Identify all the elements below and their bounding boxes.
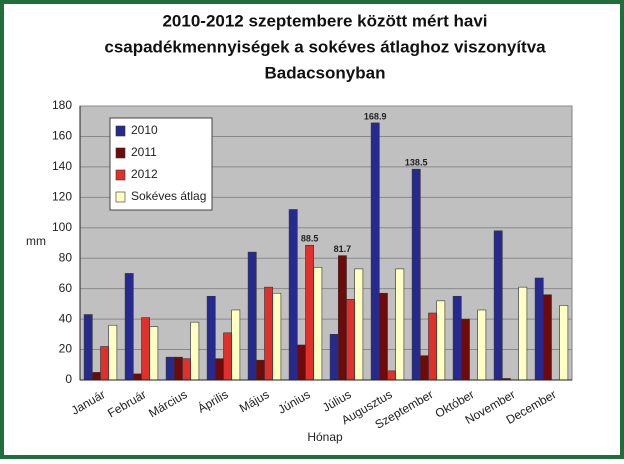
- bar: [247, 251, 257, 381]
- bar: [231, 309, 241, 381]
- x-axis-label: Hónap: [307, 430, 343, 444]
- y-tick-label: 20: [59, 342, 73, 356]
- bar: [436, 300, 446, 381]
- bar: [174, 356, 183, 381]
- bar: [419, 355, 429, 381]
- y-tick-label: 0: [65, 372, 72, 386]
- legend-label: 2011: [131, 145, 157, 159]
- bar: [83, 314, 93, 381]
- bar: [387, 370, 396, 381]
- bar: [165, 356, 175, 381]
- y-tick-label: 160: [52, 129, 72, 143]
- bar: [141, 317, 150, 381]
- bar: [559, 305, 569, 381]
- bar: [337, 255, 347, 381]
- bar: [100, 346, 109, 381]
- chart-title: csapadékmennyiségek a sokéves átlaghoz v…: [104, 37, 546, 56]
- bar: [313, 267, 323, 381]
- bar: [296, 344, 306, 381]
- bar: [223, 332, 232, 381]
- bar: [182, 358, 191, 381]
- legend-swatch: [115, 191, 126, 203]
- chart-title: 2010-2012 szeptembere között mért havi: [162, 11, 487, 30]
- bar: [264, 286, 273, 381]
- y-tick-label: 80: [59, 250, 73, 264]
- legend-label: 2010: [131, 123, 158, 137]
- bar: [411, 168, 421, 381]
- legend-box: [109, 117, 213, 211]
- bar: [354, 268, 364, 381]
- bar: [305, 244, 314, 381]
- y-tick-label: 180: [52, 98, 72, 112]
- bar: [477, 309, 487, 381]
- y-tick-label: 100: [52, 220, 72, 234]
- data-label: 168.9: [364, 111, 387, 121]
- bar: [149, 326, 159, 381]
- legend-label: 2012: [131, 167, 158, 181]
- bar: [370, 122, 380, 381]
- legend: 2010 2011 2012 Sokéves átlag: [109, 117, 213, 211]
- bar: [206, 295, 216, 381]
- bar: [124, 273, 134, 381]
- legend-swatch: [115, 147, 126, 159]
- bar: [288, 209, 298, 381]
- bar: [460, 318, 470, 381]
- legend-swatch: [115, 125, 126, 137]
- bar: [215, 358, 224, 381]
- bar: [428, 312, 437, 381]
- legend-swatch: [115, 169, 126, 181]
- bar: [255, 359, 265, 381]
- data-label: 88.5: [301, 234, 319, 244]
- bar: [329, 334, 339, 381]
- data-label: 138.5: [405, 158, 428, 168]
- bar: [542, 294, 552, 381]
- bar: [534, 277, 544, 381]
- y-tick-label: 140: [52, 159, 72, 173]
- bar: [190, 321, 200, 381]
- bar: [493, 230, 503, 381]
- y-tick-label: 120: [52, 190, 72, 204]
- bar: [108, 324, 118, 381]
- data-label: 81.7: [334, 244, 352, 254]
- legend-label: Sokéves átlag: [131, 189, 206, 203]
- bar: [346, 299, 355, 381]
- bar: [92, 372, 101, 381]
- y-axis-label: mm: [26, 234, 46, 248]
- y-tick-label: 40: [59, 311, 73, 325]
- bar: [272, 292, 282, 381]
- bar: [395, 268, 405, 381]
- bar: [452, 295, 462, 381]
- bar: [378, 292, 388, 381]
- y-tick-label: 60: [59, 281, 73, 295]
- chart-title: Badacsonyban: [265, 63, 386, 82]
- bar: [518, 286, 528, 381]
- bar: [133, 373, 142, 381]
